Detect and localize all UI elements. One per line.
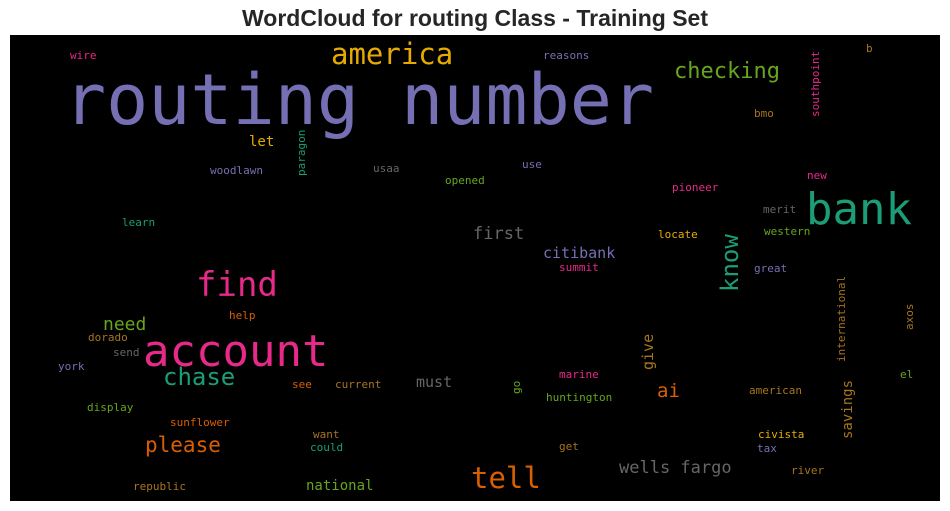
- word-b: b: [866, 42, 873, 55]
- word-first: first: [473, 224, 524, 244]
- word-great: great: [754, 262, 787, 275]
- word-use: use: [522, 158, 542, 171]
- word-need: need: [103, 314, 146, 335]
- word-must: must: [416, 373, 452, 391]
- word-locate: locate: [658, 228, 698, 241]
- word-please: please: [145, 433, 221, 457]
- word-civista: civista: [758, 428, 804, 441]
- word-routing-number: routing number: [64, 59, 654, 141]
- word-opened: opened: [445, 174, 485, 187]
- word-see: see: [292, 378, 312, 391]
- word-new: new: [807, 169, 827, 182]
- word-go: go: [510, 381, 523, 394]
- word-america: america: [331, 37, 453, 71]
- word-give: give: [639, 334, 657, 370]
- word-pioneer: pioneer: [672, 181, 719, 194]
- word-wire: wire: [70, 49, 97, 62]
- word-ai: ai: [657, 380, 680, 402]
- word-american: american: [749, 384, 802, 397]
- word-marine: marine: [559, 368, 599, 381]
- word-get: get: [559, 440, 579, 453]
- word-axos: axos: [903, 304, 916, 331]
- word-western: western: [764, 225, 810, 238]
- wordcloud-background: [10, 35, 940, 501]
- word-current: current: [335, 378, 381, 391]
- word-huntington: huntington: [546, 391, 612, 404]
- word-checking: checking: [674, 59, 780, 84]
- word-chase: chase: [163, 363, 235, 391]
- word-river: river: [791, 464, 824, 477]
- word-paragon: paragon: [295, 130, 308, 176]
- word-dorado: dorado: [88, 331, 128, 344]
- word-know: know: [716, 234, 744, 292]
- word-let: let: [249, 134, 274, 150]
- word-sunflower: sunflower: [170, 416, 230, 429]
- word-want: want: [313, 428, 340, 441]
- word-account: account: [143, 326, 328, 377]
- word-find: find: [196, 265, 278, 305]
- word-citibank: citibank: [543, 244, 615, 262]
- word-national: national: [306, 478, 373, 494]
- word-republic: republic: [133, 480, 186, 493]
- word-merit: merit: [763, 203, 796, 216]
- word-woodlawn: woodlawn: [210, 164, 263, 177]
- word-display: display: [87, 401, 134, 414]
- chart-title: WordCloud for routing Class - Training S…: [242, 5, 708, 31]
- word-tax: tax: [757, 442, 777, 455]
- word-wells-fargo: wells fargo: [619, 458, 732, 478]
- word-bank: bank: [806, 184, 912, 235]
- word-southpoint: southpoint: [809, 51, 822, 117]
- word-could: could: [310, 441, 343, 454]
- word-usaa: usaa: [373, 162, 400, 175]
- word-send: send: [113, 346, 140, 359]
- word-summit: summit: [559, 261, 599, 274]
- word-york: york: [58, 360, 85, 373]
- word-international: international: [835, 276, 848, 362]
- word-savings: savings: [840, 380, 856, 439]
- word-help: help: [229, 309, 256, 322]
- word-tell: tell: [471, 461, 541, 495]
- word-learn: learn: [122, 216, 155, 229]
- word-bmo: bmo: [754, 107, 774, 120]
- words-layer: routing number bank account find america tell…: [58, 37, 916, 495]
- word-el: el: [900, 368, 913, 381]
- word-reasons: reasons: [543, 49, 589, 62]
